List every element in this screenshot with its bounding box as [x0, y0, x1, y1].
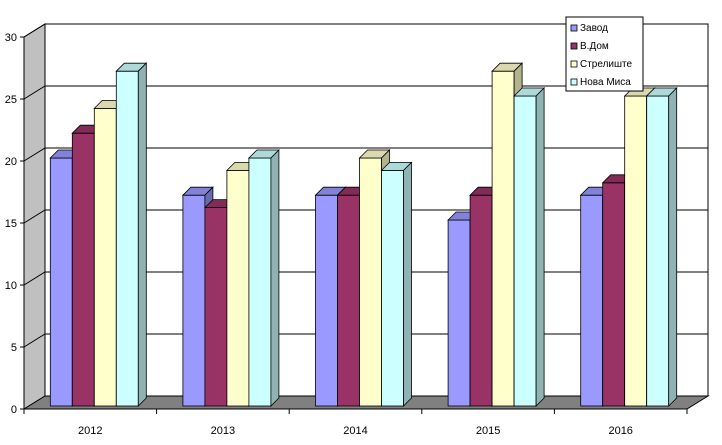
legend-swatch [570, 24, 578, 32]
y-tick-label: 5 [11, 342, 17, 354]
legend-swatch [570, 42, 578, 50]
bar [645, 87, 678, 407]
y-tick-label: 15 [5, 218, 17, 230]
legend: Завод В.Дом Стрелиште Нова Миса [565, 16, 644, 92]
legend-swatch [570, 60, 578, 68]
gridline [23, 147, 708, 162]
y-tick-label: 0 [11, 404, 17, 416]
bar [115, 62, 148, 407]
legend-label: Завод [580, 23, 608, 34]
bar [513, 87, 546, 407]
y-tick-label: 30 [5, 32, 17, 44]
legend-swatch [570, 78, 578, 86]
y-tick-label: 20 [5, 156, 17, 168]
y-tick-label: 25 [5, 94, 17, 106]
x-tick-label: 2013 [211, 425, 235, 437]
legend-box [565, 16, 644, 92]
y-tick-label: 10 [5, 280, 17, 292]
gridline [23, 85, 708, 100]
legend-label: Стрелиште [580, 59, 633, 70]
bar [380, 161, 413, 407]
bar [247, 149, 280, 407]
legend-label: В.Дом [580, 41, 609, 52]
legend-label: Нова Миса [580, 77, 631, 88]
x-tick-label: 2015 [476, 425, 500, 437]
x-tick-label: 2016 [608, 425, 632, 437]
x-tick-label: 2012 [78, 425, 102, 437]
x-tick-label: 2014 [343, 425, 367, 437]
gridline [23, 23, 708, 38]
